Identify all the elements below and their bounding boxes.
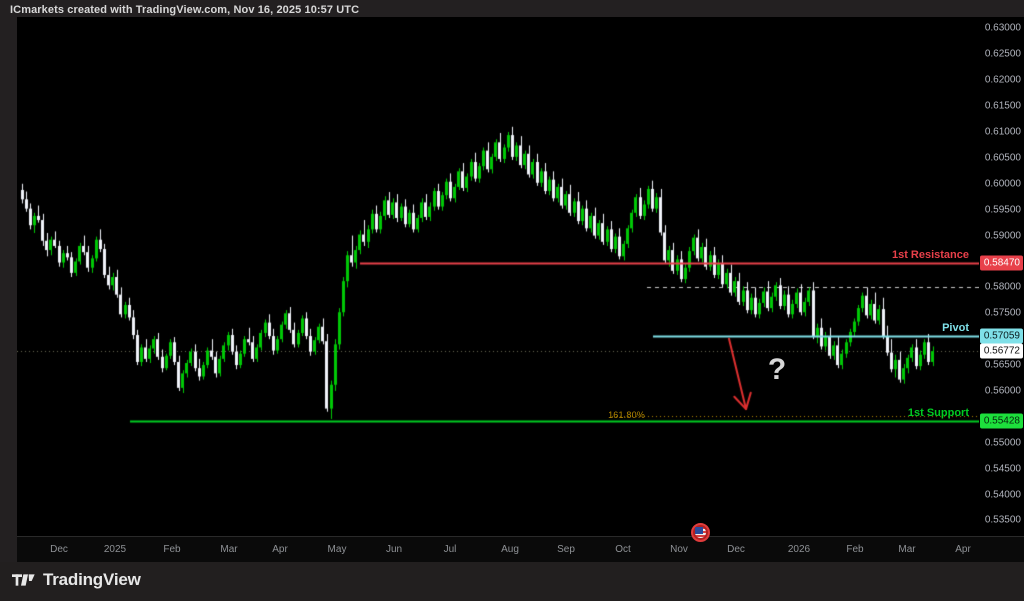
price-tick-label: 0.58000: [984, 281, 1021, 293]
price-tick-label: 0.61500: [984, 100, 1021, 112]
price-tick-label: 0.54500: [984, 463, 1021, 475]
time-tick-label: 2026: [787, 544, 811, 555]
attribution-text: ICmarkets created with TradingView.com, …: [10, 4, 360, 16]
time-tick-label: Aug: [501, 544, 519, 555]
time-tick-label: Sep: [557, 544, 575, 555]
price-tick-label: 0.60500: [984, 152, 1021, 164]
resistance-level-label: 1st Resistance: [891, 249, 969, 262]
price-tick-label: 0.59500: [984, 204, 1021, 216]
question-mark-annotation: ?: [767, 353, 787, 387]
time-tick-label: May: [327, 544, 347, 555]
time-tick-label: Feb: [846, 544, 864, 555]
time-tick-label: Nov: [670, 544, 688, 555]
time-tick-label: Jun: [385, 544, 403, 555]
price-tick-label: 0.55000: [984, 437, 1021, 449]
price-tick-label: 0.62000: [984, 74, 1021, 86]
time-tick-label: 2025: [103, 544, 127, 555]
price-tick-label: 0.59000: [984, 230, 1021, 242]
time-axis[interactable]: Dec 2025 Feb Mar Apr May Jun Jul Aug Sep Oct Nov Dec…: [17, 536, 1024, 562]
pivot-level-label: Pivot: [942, 322, 969, 335]
resistance-price-badge[interactable]: 0.58470: [979, 255, 1023, 271]
pivot-price-badge[interactable]: 0.57059: [979, 328, 1023, 344]
time-tick-label: Mar: [220, 544, 238, 555]
price-tick-label: 0.54000: [984, 489, 1021, 501]
time-tick-label: Mar: [898, 544, 916, 555]
candlestick-canvas[interactable]: [17, 17, 979, 536]
time-tick-label: Apr: [272, 544, 288, 555]
tradingview-logo-icon: [12, 574, 35, 586]
time-tick-label: Oct: [615, 544, 631, 555]
us-flag-canton-icon: [695, 527, 703, 534]
price-tick-label: 0.60000: [984, 178, 1021, 190]
us-economic-event-marker[interactable]: [691, 523, 710, 542]
tradingview-brand[interactable]: TradingView: [12, 570, 141, 590]
tradingview-brand-text: TradingView: [43, 570, 141, 589]
time-tick-label: Dec: [727, 544, 745, 555]
chart-plot-area[interactable]: 1st Resistance Pivot 1st Support 161.80%…: [17, 17, 979, 536]
price-tick-label: 0.53500: [984, 514, 1021, 526]
price-tick-label: 0.56500: [984, 359, 1021, 371]
fib-161-label: 161.80%: [608, 409, 645, 420]
time-tick-label: Jul: [443, 544, 457, 555]
time-tick-label: Feb: [163, 544, 181, 555]
time-tick-label: Dec: [50, 544, 68, 555]
price-tick-label: 0.57500: [984, 307, 1021, 319]
support-level-label: 1st Support: [907, 406, 969, 419]
price-tick-label: 0.56000: [984, 385, 1021, 397]
time-tick-label: Apr: [955, 544, 971, 555]
price-tick-label: 0.63000: [984, 22, 1021, 34]
price-axis[interactable]: 0.63000 0.62500 0.62000 0.61500 0.61000 0.605…: [979, 17, 1024, 536]
footer-bar: TradingView: [0, 562, 1024, 601]
support-price-badge[interactable]: 0.55428: [979, 413, 1023, 429]
price-tick-label: 0.62500: [984, 48, 1021, 60]
last-price-badge[interactable]: 0.56772: [979, 343, 1023, 359]
price-tick-label: 0.61000: [984, 126, 1021, 138]
